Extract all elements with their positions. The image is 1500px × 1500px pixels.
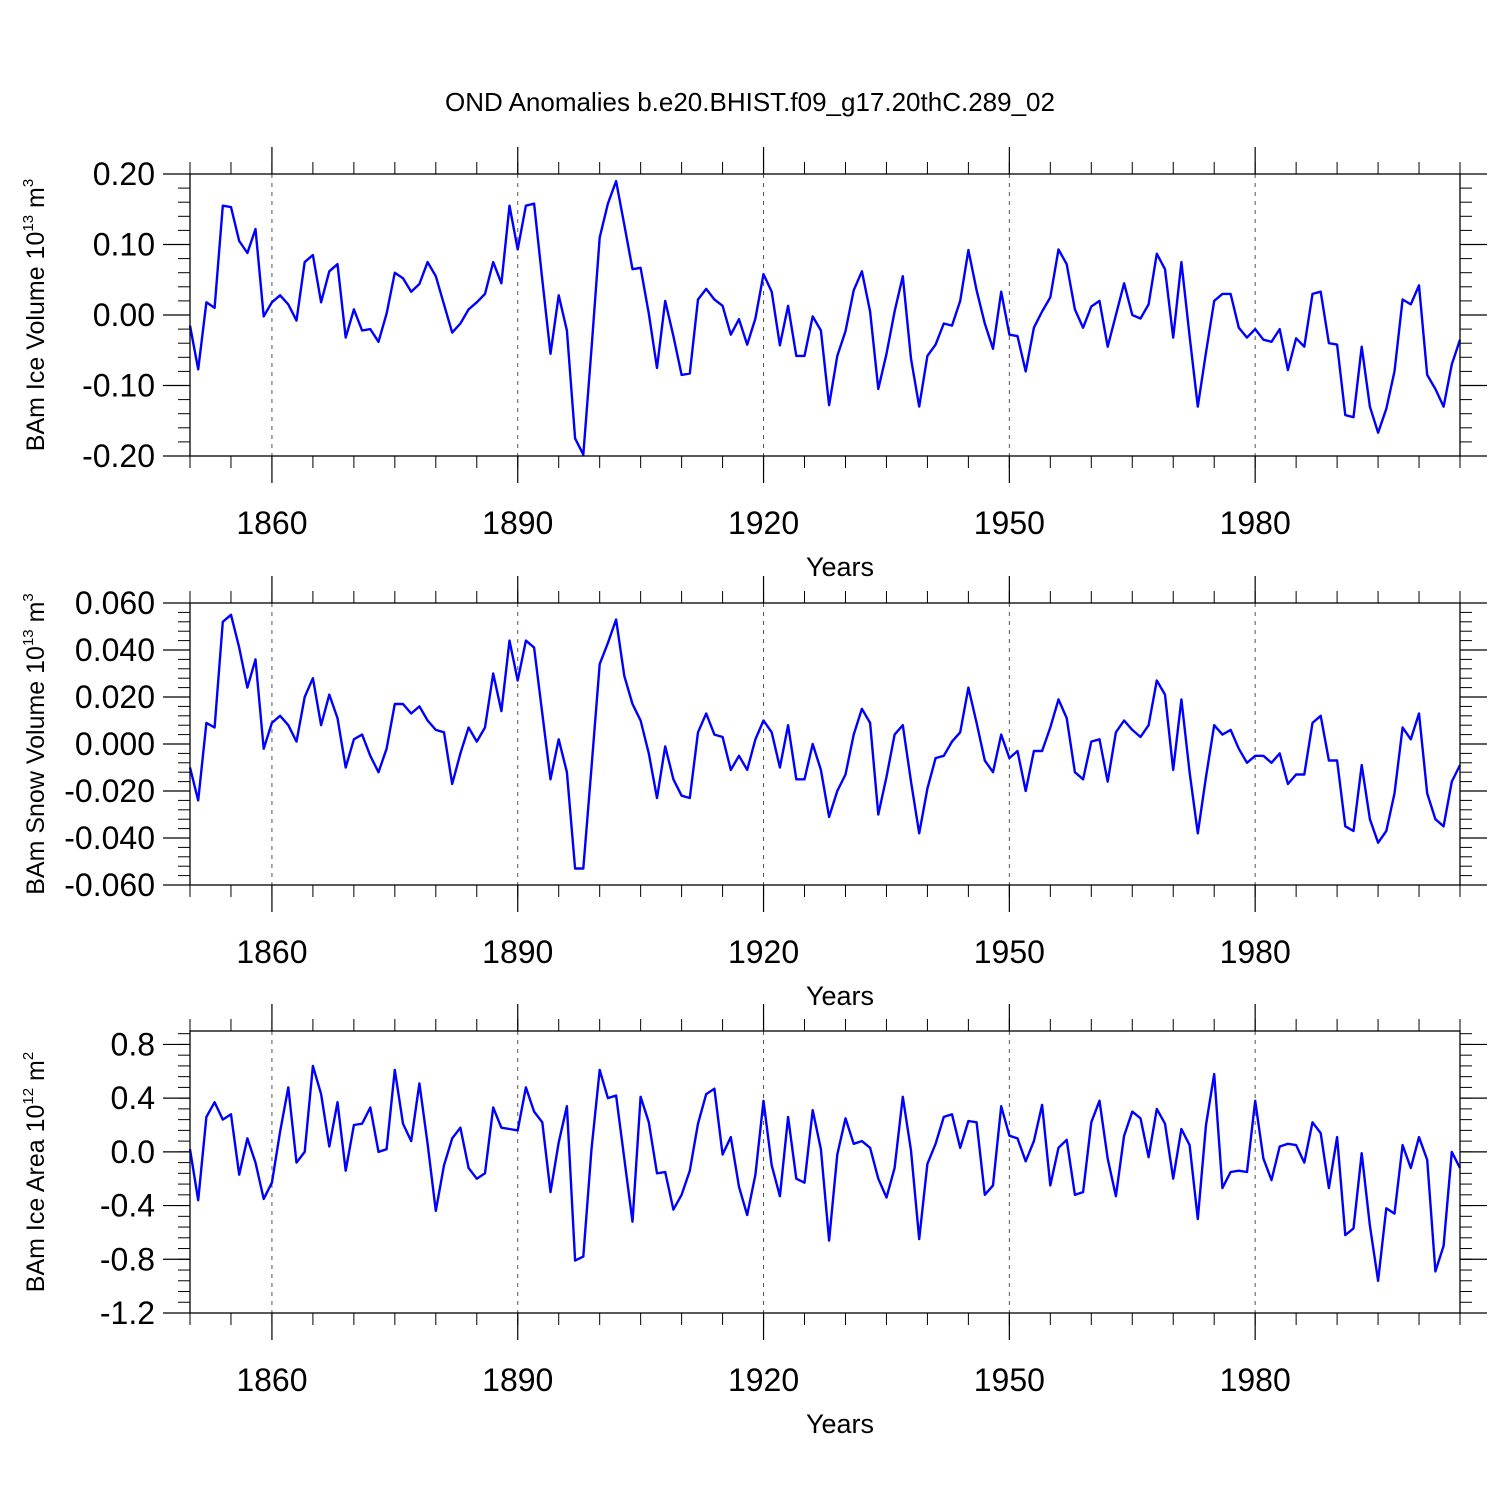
x-tick-label: 1980 bbox=[1220, 934, 1291, 970]
y-axis-label: BAm Ice Area 1012 m2 bbox=[20, 1052, 50, 1292]
y-tick-label: -0.020 bbox=[64, 773, 155, 809]
series-line bbox=[188, 613, 1462, 870]
x-tick-label: 1920 bbox=[728, 934, 799, 970]
plot-frame bbox=[189, 602, 1461, 886]
x-tick-label: 1980 bbox=[1220, 1362, 1291, 1398]
x-tick-label: 1890 bbox=[482, 1362, 553, 1398]
plot-frame bbox=[189, 1030, 1461, 1314]
x-tick-label: 1890 bbox=[482, 505, 553, 541]
x-tick-label: 1860 bbox=[236, 1362, 307, 1398]
y-tick-label: -0.060 bbox=[64, 867, 155, 903]
y-tick-label: 0.00 bbox=[93, 297, 155, 333]
x-tick-label: 1860 bbox=[236, 505, 307, 541]
y-tick-label: 0.020 bbox=[75, 679, 155, 715]
y-tick-label: 0.000 bbox=[75, 726, 155, 762]
y-tick-label: -1.2 bbox=[100, 1295, 155, 1331]
x-tick-label: 1890 bbox=[482, 934, 553, 970]
x-axis-label: Years bbox=[806, 981, 874, 1011]
x-tick-label: 1980 bbox=[1220, 505, 1291, 541]
y-tick-label: 0.20 bbox=[93, 156, 155, 192]
y-tick-label: 0.4 bbox=[111, 1080, 155, 1116]
panel-1: -0.20 -0.10 0.00 0.10 0.20 1860 1890 1920 1950 19… bbox=[20, 147, 1487, 582]
x-tick-label: 1950 bbox=[974, 934, 1045, 970]
panel-2: -0.060 -0.040 -0.020 0.000 0.020 0.040 0.060 18… bbox=[20, 576, 1487, 1011]
series-line bbox=[188, 179, 1462, 456]
y-axis-label: BAm Ice Volume 1013 m3 bbox=[20, 179, 50, 451]
y-tick-label: -0.20 bbox=[82, 438, 155, 474]
y-tick-label: -0.8 bbox=[100, 1241, 155, 1277]
x-tick-label: 1920 bbox=[728, 505, 799, 541]
x-axis-label: Years bbox=[806, 552, 874, 582]
y-tick-label: -0.4 bbox=[100, 1188, 155, 1224]
y-tick-label: -0.040 bbox=[64, 820, 155, 856]
y-tick-label: 0.10 bbox=[93, 227, 155, 263]
y-tick-label: 0.040 bbox=[75, 632, 155, 668]
y-axis-label: BAm Snow Volume 1013 m3 bbox=[20, 593, 50, 895]
y-tick-label: 0.0 bbox=[111, 1134, 155, 1170]
x-tick-label: 1920 bbox=[728, 1362, 799, 1398]
panel-3: -1.2 -0.8 -0.4 0.0 0.4 0.8 1860 1890 1920 1950 198… bbox=[20, 1004, 1487, 1439]
series-line bbox=[188, 1064, 1462, 1283]
x-tick-label: 1950 bbox=[974, 505, 1045, 541]
x-axis-label: Years bbox=[806, 1409, 874, 1439]
x-tick-label: 1860 bbox=[236, 934, 307, 970]
y-tick-label: 0.060 bbox=[75, 585, 155, 621]
y-tick-label: -0.10 bbox=[82, 368, 155, 404]
x-tick-label: 1950 bbox=[974, 1362, 1045, 1398]
plot-frame bbox=[189, 173, 1461, 457]
chart-title: OND Anomalies b.e20.BHIST.f09_g17.20thC.… bbox=[445, 87, 1055, 117]
y-tick-label: 0.8 bbox=[111, 1026, 155, 1062]
